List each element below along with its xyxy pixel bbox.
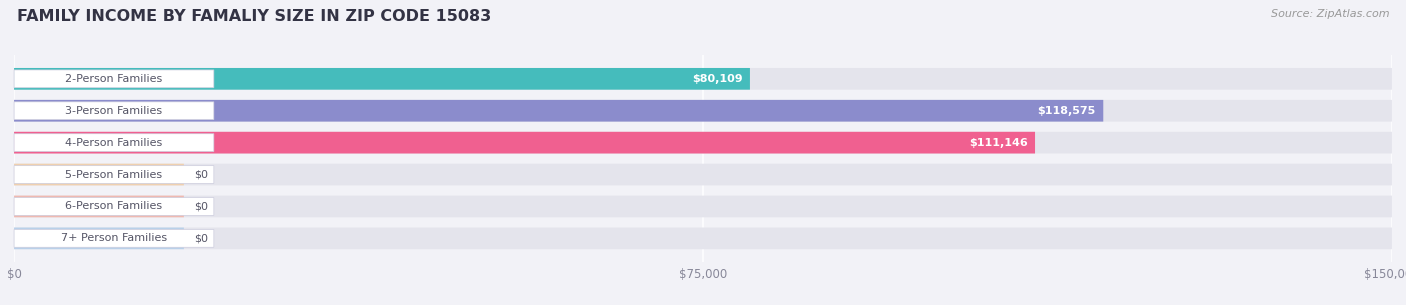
Text: 5-Person Families: 5-Person Families xyxy=(66,170,163,180)
FancyBboxPatch shape xyxy=(14,102,214,120)
Text: 7+ Person Families: 7+ Person Families xyxy=(60,233,167,243)
FancyBboxPatch shape xyxy=(14,70,214,88)
FancyBboxPatch shape xyxy=(14,166,214,183)
FancyBboxPatch shape xyxy=(14,68,1392,90)
FancyBboxPatch shape xyxy=(14,196,1392,217)
Text: $0: $0 xyxy=(194,202,208,211)
FancyBboxPatch shape xyxy=(14,100,1104,122)
Text: $80,109: $80,109 xyxy=(692,74,742,84)
Text: Source: ZipAtlas.com: Source: ZipAtlas.com xyxy=(1271,9,1389,19)
Text: $0: $0 xyxy=(194,233,208,243)
FancyBboxPatch shape xyxy=(14,229,214,247)
FancyBboxPatch shape xyxy=(14,134,214,152)
Text: $111,146: $111,146 xyxy=(969,138,1028,148)
Text: 2-Person Families: 2-Person Families xyxy=(65,74,163,84)
Text: FAMILY INCOME BY FAMALIY SIZE IN ZIP CODE 15083: FAMILY INCOME BY FAMALIY SIZE IN ZIP COD… xyxy=(17,9,491,24)
FancyBboxPatch shape xyxy=(14,228,184,249)
Text: 3-Person Families: 3-Person Families xyxy=(66,106,163,116)
Text: $0: $0 xyxy=(194,170,208,180)
FancyBboxPatch shape xyxy=(14,228,1392,249)
FancyBboxPatch shape xyxy=(14,100,1392,122)
FancyBboxPatch shape xyxy=(14,196,184,217)
Text: 6-Person Families: 6-Person Families xyxy=(66,202,163,211)
FancyBboxPatch shape xyxy=(14,164,184,185)
FancyBboxPatch shape xyxy=(14,132,1035,153)
Text: $118,575: $118,575 xyxy=(1038,106,1095,116)
Text: 4-Person Families: 4-Person Families xyxy=(65,138,163,148)
FancyBboxPatch shape xyxy=(14,198,214,215)
FancyBboxPatch shape xyxy=(14,132,1392,153)
FancyBboxPatch shape xyxy=(14,164,1392,185)
FancyBboxPatch shape xyxy=(14,68,749,90)
